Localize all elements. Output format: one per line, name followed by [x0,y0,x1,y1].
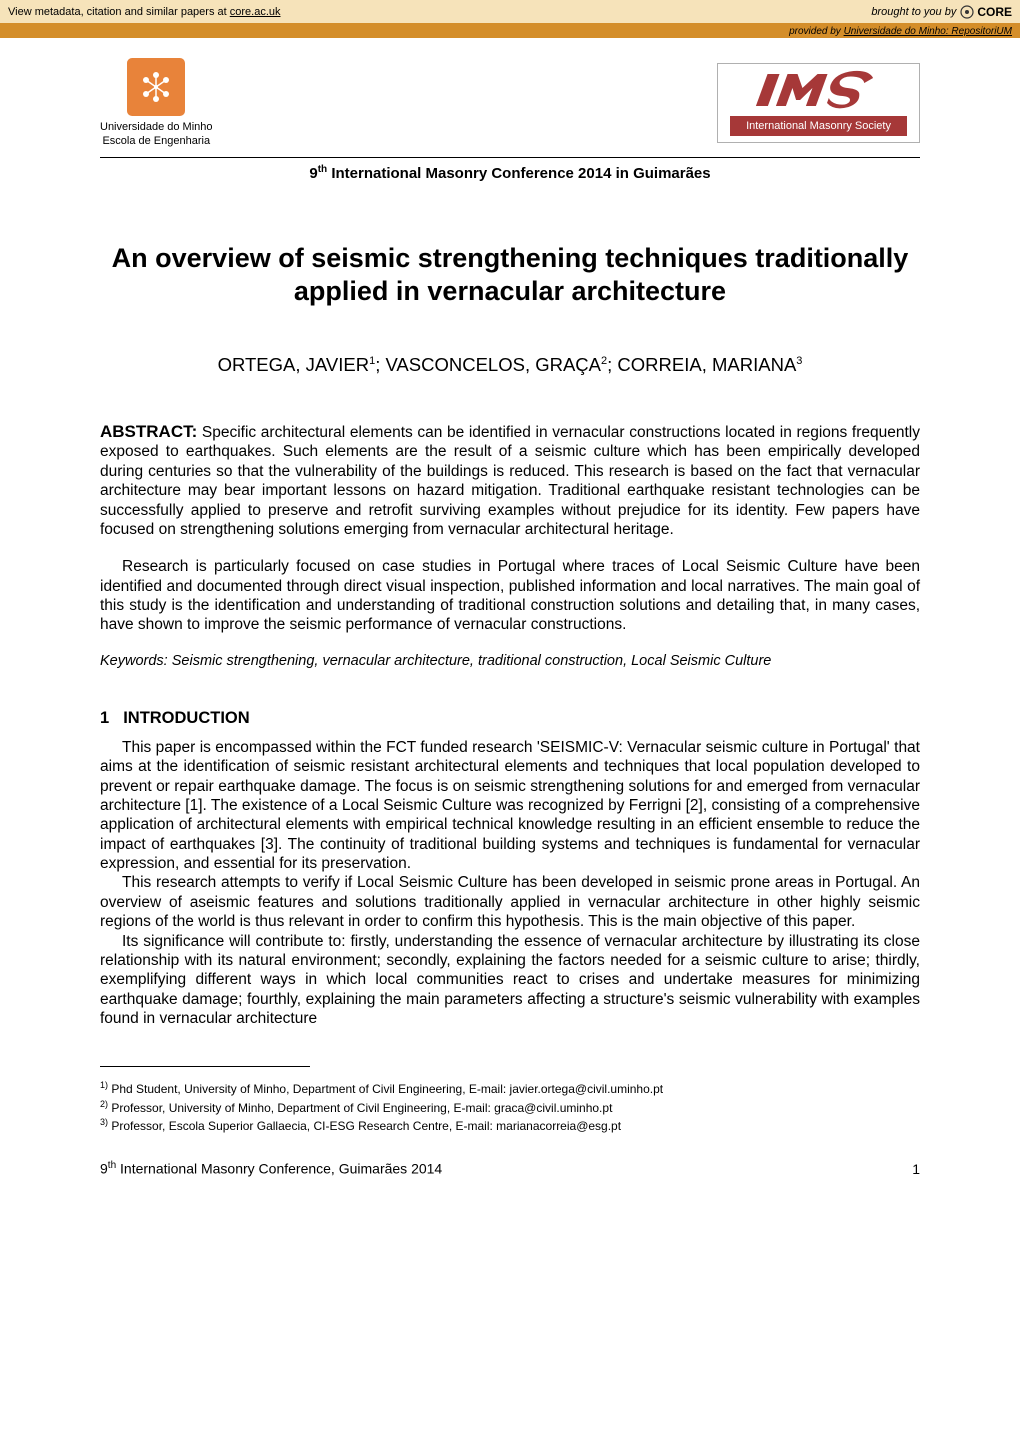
uminho-text: Universidade do Minho Escola de Engenhar… [100,120,213,149]
provided-by-line: provided by Universidade do Minho: Repos… [0,25,1020,38]
author-2-sup: 2 [601,355,607,367]
conference-line: 9th International Masonry Conference 201… [100,164,920,182]
core-text: CORE [977,5,1012,19]
core-icon [960,5,974,19]
author-2: VASCONCELOS, GRAÇA [385,354,601,375]
banner-left: View metadata, citation and similar pape… [8,6,281,18]
abstract-p1: ABSTRACT: Specific architectural element… [100,421,920,539]
keywords: Keywords: Seismic strengthening, vernacu… [100,653,920,669]
core-logo[interactable]: CORE [960,5,1012,19]
page-content: Universidade do Minho Escola de Engenhar… [0,38,1020,1217]
fn1-text: Phd Student, University of Minho, Depart… [108,1082,663,1096]
paper-title: An overview of seismic strengthening tec… [100,242,920,310]
ims-banner-text: International Masonry Society [730,116,907,136]
fn3-text: Professor, Escola Superior Gallaecia, CI… [108,1119,621,1133]
fn3-sup: 3) [100,1117,108,1127]
banner-left-prefix: View metadata, citation and similar pape… [8,6,230,18]
brought-to-you: brought to you by [871,6,956,18]
uminho-line1: Universidade do Minho [100,120,213,134]
uminho-flower-icon [127,58,185,116]
page-number: 1 [912,1161,920,1177]
author-1-sup: 1 [369,355,375,367]
author-3: CORREIA, MARIANA [617,354,796,375]
abstract-label: ABSTRACT: [100,422,197,441]
header-rule [100,157,920,158]
footnote-2: 2) Professor, University of Minho, Depar… [100,1098,920,1116]
section-1-num: 1 [100,709,109,728]
abstract-p2: Research is particularly focused on case… [100,557,920,635]
ims-logo: International Masonry Society [717,63,920,143]
logos-row: Universidade do Minho Escola de Engenhar… [100,58,920,149]
footnote-rule [100,1066,310,1067]
footer-left: 9th International Masonry Conference, Gu… [100,1160,442,1177]
footnote-3: 3) Professor, Escola Superior Gallaecia,… [100,1116,920,1134]
fn2-text: Professor, University of Minho, Departme… [108,1101,612,1115]
author-3-sup: 3 [796,355,802,367]
fn2-sup: 2) [100,1099,108,1109]
intro-p2: This research attempts to verify if Loca… [100,873,920,931]
keywords-label: Keywords: [100,653,168,669]
author-1: ORTEGA, JAVIER [218,354,369,375]
footer-text: International Masonry Conference, Guimar… [116,1161,442,1177]
ims-box: International Masonry Society [717,63,920,143]
abstract-text-1: Specific architectural elements can be i… [100,424,920,538]
conf-num: 9 [309,165,317,182]
footnote-1: 1) Phd Student, University of Minho, Dep… [100,1079,920,1097]
core-banner: View metadata, citation and similar pape… [0,0,1020,25]
provided-prefix: provided by [789,26,843,37]
ims-letters-icon [744,70,894,110]
section-1-title: INTRODUCTION [123,709,250,727]
core-link[interactable]: core.ac.uk [230,6,281,18]
conf-sup: th [318,164,327,175]
intro-p3: Its significance will contribute to: fir… [100,932,920,1029]
fn1-sup: 1) [100,1080,108,1090]
footer-num: 9 [100,1161,108,1177]
provided-link[interactable]: Universidade do Minho: RepositoriUM [844,26,1012,37]
banner-right: brought to you by CORE [871,5,1012,19]
keywords-text: Seismic strengthening, vernacular archit… [168,653,772,669]
uminho-line2: Escola de Engenharia [100,134,213,148]
uminho-logo: Universidade do Minho Escola de Engenhar… [100,58,213,149]
page-footer: 9th International Masonry Conference, Gu… [100,1160,920,1177]
section-1-heading: 1 INTRODUCTION [100,709,920,728]
conf-text: International Masonry Conference 2014 in… [327,165,710,182]
authors: ORTEGA, JAVIER1; VASCONCELOS, GRAÇA2; CO… [100,354,920,376]
footer-sup: th [108,1160,116,1171]
intro-p1: This paper is encompassed within the FCT… [100,738,920,874]
